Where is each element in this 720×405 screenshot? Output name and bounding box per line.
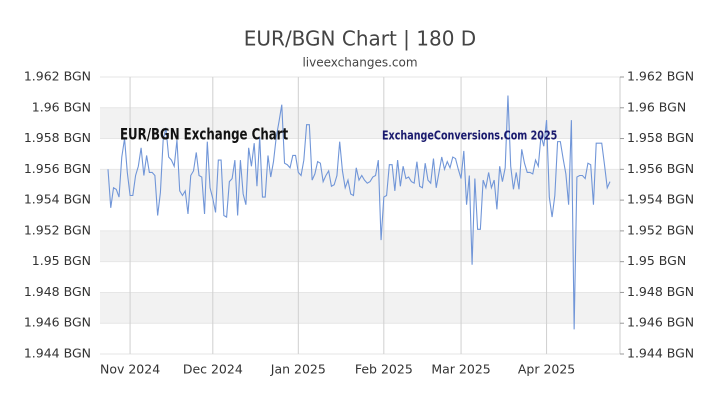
plot <box>107 95 611 330</box>
x-tick-label: Apr 2025 <box>518 362 575 377</box>
x-tick-label: Nov 2024 <box>100 362 160 377</box>
chart-title: EUR/BGN Chart | 180 D <box>244 27 476 51</box>
x-tick-label: Feb 2025 <box>355 362 413 377</box>
vertical-grid <box>129 77 548 354</box>
y-tick-label: 1.944 BGN <box>24 346 91 361</box>
y-tick-label: 1.958 BGN <box>24 130 91 145</box>
y-tick-label: 1.952 BGN <box>24 222 91 237</box>
y2-tick-label: 1.946 BGN <box>627 315 694 330</box>
y2-tick-label: 1.958 BGN <box>627 130 694 145</box>
x-tick-label: Jan 2025 <box>270 362 326 377</box>
y-tick-label: 1.95 BGN <box>32 253 91 268</box>
chart-subtitle: liveexchanges.com <box>302 56 417 70</box>
y2-tick-label: 1.95 BGN <box>627 253 686 268</box>
y-tick-label: 1.954 BGN <box>24 192 91 207</box>
y2-tick-label: 1.956 BGN <box>627 161 694 176</box>
y-tick-label: 1.948 BGN <box>24 284 91 299</box>
x-tick-label: Mar 2025 <box>431 362 490 377</box>
annotation: EUR/BGN Exchange Chart <box>120 125 288 144</box>
y-tick-label: 1.962 BGN <box>24 69 91 84</box>
y2-tick-label: 1.954 BGN <box>627 192 694 207</box>
y2-tick-label: 1.944 BGN <box>627 346 694 361</box>
y2-tick-label: 1.962 BGN <box>627 69 694 84</box>
annotation: ExchangeConversions.Com 2025 <box>382 128 557 142</box>
y2-tick-label: 1.952 BGN <box>627 222 694 237</box>
grid-band <box>100 292 620 324</box>
y-tick-label: 1.946 BGN <box>24 315 91 330</box>
bands <box>100 76 621 355</box>
y2-tick-label: 1.948 BGN <box>627 284 694 299</box>
y2-tick-label: 1.96 BGN <box>627 99 686 114</box>
x-tick-label: Dec 2024 <box>183 362 243 377</box>
y-tick-label: 1.96 BGN <box>32 99 91 114</box>
grid-band <box>100 230 620 262</box>
grid-band <box>100 169 620 201</box>
grid-band <box>100 107 620 139</box>
line-series <box>107 95 611 330</box>
y-tick-label: 1.956 BGN <box>24 161 91 176</box>
